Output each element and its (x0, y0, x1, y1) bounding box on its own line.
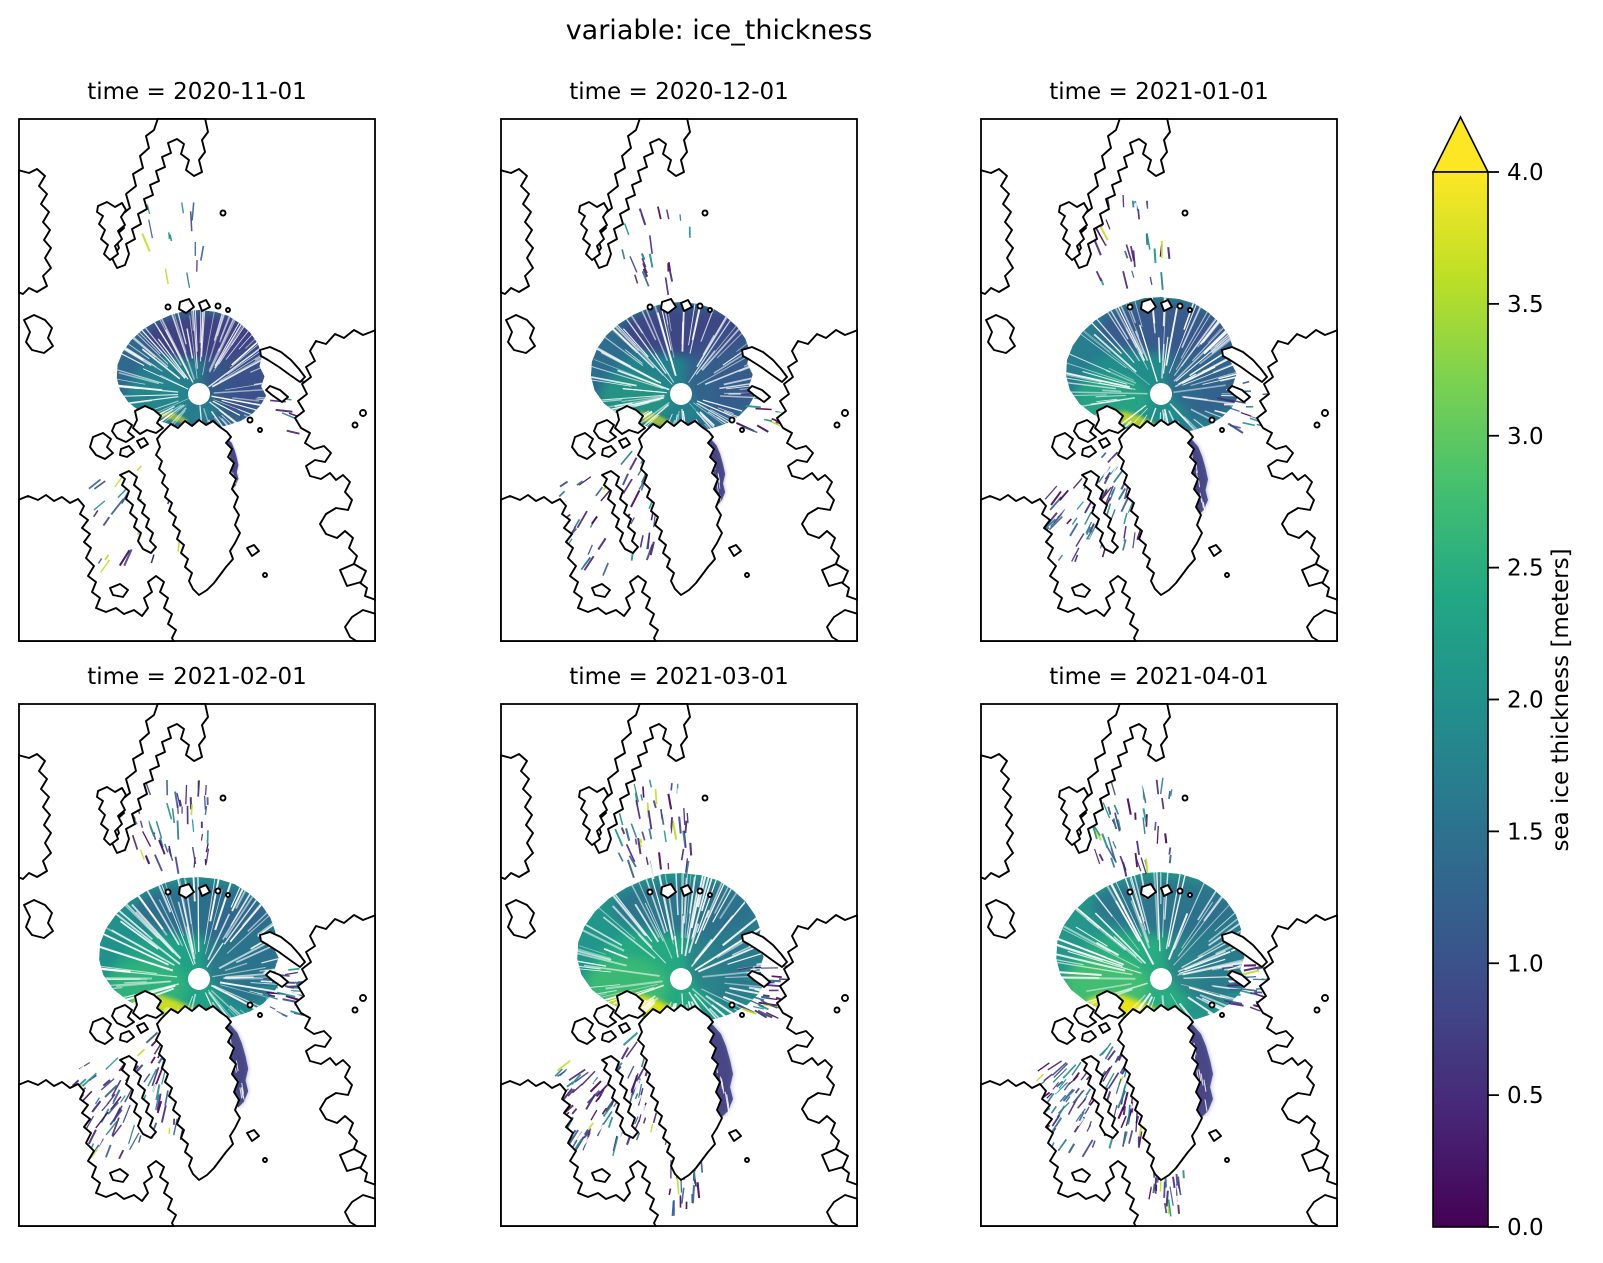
colorbar-axis-label: sea ice thickness [meters] (1548, 548, 1574, 851)
ice-pack (1065, 297, 1239, 435)
map-panel-svg (980, 703, 1338, 1227)
colorbar-tick-label: 0.5 (1507, 1083, 1544, 1109)
facet-title: time = 2021-03-01 (569, 664, 789, 690)
coastline (18, 118, 376, 642)
colorbar-tick-label: 1.0 (1507, 951, 1544, 977)
facet-title: time = 2021-04-01 (1049, 664, 1269, 690)
pole-hole-marker (670, 383, 692, 405)
panel-frame (18, 118, 376, 642)
coastline (980, 703, 1338, 1227)
facet-2021-03-01: time = 2021-03-01 (500, 659, 858, 1227)
coastline (980, 118, 1338, 642)
colorbar-svg: 4.0 3.5 3.0 2.5 2.0 1.5 1.0 0.5 0.0 sea ice thic… (1431, 115, 1574, 1241)
facet-title: time = 2021-02-01 (87, 664, 307, 690)
coastline (18, 703, 376, 1227)
pole-hole-marker (1150, 968, 1172, 990)
map-panel (980, 703, 1338, 1227)
colorbar-tick-label: 3.0 (1507, 424, 1544, 450)
colorbar-tick-label: 2.5 (1507, 556, 1544, 582)
coastline (500, 118, 858, 642)
map-panel-svg (500, 118, 858, 642)
panel-frame (980, 118, 1338, 642)
pole-hole-marker (188, 383, 210, 405)
facet-2021-01-01: time = 2021-01-01 (980, 74, 1338, 642)
panel-frame (500, 703, 858, 1227)
map-panel-svg (980, 118, 1338, 642)
facet-2021-04-01: time = 2021-04-01 (980, 659, 1338, 1227)
map-panel-svg (18, 118, 376, 642)
pole-hole-marker (188, 968, 210, 990)
colorbar-tick-label: 0.0 (1507, 1215, 1544, 1241)
colorbar-tick-label: 1.5 (1507, 819, 1544, 845)
map-panel-svg (18, 703, 376, 1227)
colorbar-tick-label: 2.0 (1507, 688, 1544, 714)
facet-2020-11-01: time = 2020-11-01 (18, 74, 376, 642)
colorbar-tick-label: 3.5 (1507, 292, 1544, 318)
ice-pack (577, 873, 766, 1024)
colorbar-tick-label: 4.0 (1507, 160, 1544, 186)
map-panel (18, 118, 376, 642)
facet-title: time = 2020-11-01 (87, 79, 307, 105)
facet-2021-02-01: time = 2021-02-01 (18, 659, 376, 1227)
map-panel (18, 703, 376, 1227)
map-panel (500, 703, 858, 1227)
coastline (500, 703, 858, 1227)
panel-frame (980, 703, 1338, 1227)
ice-pack (1056, 872, 1247, 1024)
colorbar-bar (1432, 171, 1489, 1228)
facet-title: time = 2021-01-01 (1049, 79, 1269, 105)
map-panel (980, 118, 1338, 642)
panel-frame (500, 118, 858, 642)
colorbar-ticks: 4.0 3.5 3.0 2.5 2.0 1.5 1.0 0.5 0.0 (1488, 160, 1544, 1241)
figure-title: variable: ice_thickness (565, 15, 873, 46)
colorbar-extend-arrow (1431, 115, 1490, 173)
facet-title: time = 2020-12-01 (569, 79, 789, 105)
colorbar: 4.0 3.5 3.0 2.5 2.0 1.5 1.0 0.5 0.0 sea ice thic… (1400, 100, 1603, 1263)
pole-hole-marker (670, 968, 692, 990)
pole-hole-marker (1150, 383, 1172, 405)
facet-2020-12-01: time = 2020-12-01 (500, 74, 858, 642)
map-panel (500, 118, 858, 642)
map-panel-svg (500, 703, 858, 1227)
panel-frame (18, 703, 376, 1227)
